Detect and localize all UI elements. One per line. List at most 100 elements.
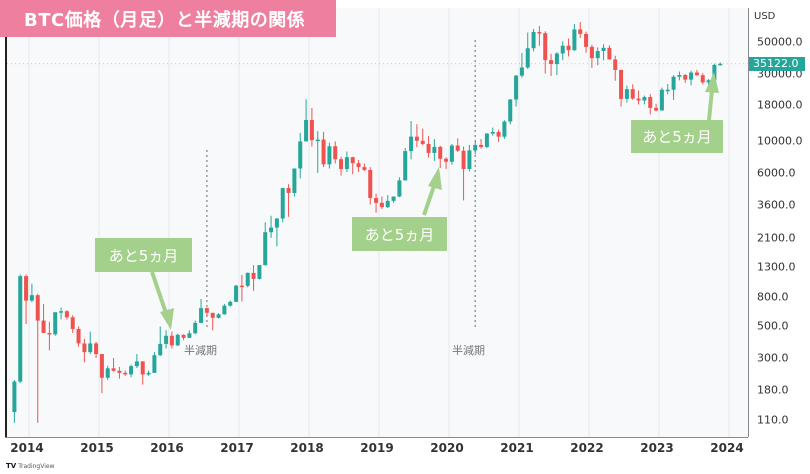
candle-down <box>251 272 256 279</box>
price-tick-label: 3600.0 <box>757 198 796 212</box>
candle-up <box>257 265 262 279</box>
candle-up <box>292 168 297 193</box>
tradingview-logo-icon: TV <box>6 462 17 470</box>
time-tick-label: 2018 <box>290 441 324 455</box>
halving-label-2016: 半減期 <box>184 344 217 357</box>
candle-up <box>298 141 303 169</box>
price-tick-label: 18000.0 <box>757 98 803 112</box>
callout-box-2024: あと5ヵ月 <box>631 120 723 153</box>
price-tick-label: 1300.0 <box>757 260 796 274</box>
candle-down <box>350 157 355 164</box>
candle-up <box>234 285 239 302</box>
candle-down <box>309 119 314 141</box>
candle-up <box>595 51 600 59</box>
candle-up <box>53 312 58 335</box>
price-tick-label: 6000.0 <box>757 166 796 180</box>
candle-down <box>455 145 460 151</box>
time-axis[interactable]: 2014 2015 2016 2017 2018 2019 2020 2021 2022 2023… <box>5 437 748 460</box>
candle-up <box>642 97 647 101</box>
time-tick-label: 2024 <box>710 441 744 455</box>
candle-down <box>479 144 484 147</box>
candle-up <box>18 276 23 382</box>
candle-up <box>665 89 670 92</box>
candle-up <box>105 368 110 378</box>
candle-down <box>111 368 116 371</box>
candle-down <box>537 31 542 34</box>
candle-up <box>164 335 169 344</box>
candle-down <box>379 202 384 208</box>
candle-down <box>117 370 122 373</box>
candle-down <box>420 140 425 144</box>
candle-up <box>449 145 454 162</box>
time-tick-label: 2020 <box>430 441 464 455</box>
time-tick-label: 2014 <box>10 441 44 455</box>
candle-down <box>584 33 589 47</box>
time-tick-label: 2015 <box>80 441 114 455</box>
candle-down <box>444 158 449 162</box>
candle-up <box>193 322 198 334</box>
price-axis[interactable]: USD 50000.0 30000.0 18000.0 10000.0 6000.0 36… <box>748 8 810 437</box>
candle-up <box>199 308 204 323</box>
candle-down <box>683 75 688 80</box>
chart-title-banner: BTC価格（月足）と半減期の関係 <box>0 0 336 37</box>
candle-down <box>607 47 612 60</box>
candle-up <box>59 311 64 313</box>
candle-down <box>286 188 291 193</box>
callout-box-2016: あと5ヵ月 <box>95 238 192 272</box>
candle-up <box>134 361 139 367</box>
candle-down <box>64 311 69 318</box>
candle-down <box>333 146 338 160</box>
candle-up <box>490 131 495 134</box>
candle-down <box>566 45 571 51</box>
candle-up <box>344 157 349 169</box>
candle-up <box>718 63 723 66</box>
candle-up <box>397 180 402 197</box>
candle-up <box>263 232 268 266</box>
candle-up <box>304 119 309 142</box>
candle-down <box>368 169 373 199</box>
last-price-tag: 35122.0 <box>749 56 805 71</box>
halving-label-2020: 半減期 <box>452 344 485 357</box>
candle-down <box>496 131 501 137</box>
candle-down <box>619 69 624 99</box>
time-tick-label: 2019 <box>360 441 394 455</box>
tradingview-watermark[interactable]: TV TradingView <box>6 462 54 470</box>
candle-up <box>560 45 565 54</box>
candle-down <box>362 167 367 170</box>
price-tick-label: 110.0 <box>757 413 789 427</box>
price-tick-label: 2100.0 <box>757 231 796 245</box>
candle-down <box>339 159 344 169</box>
candle-up <box>88 343 93 353</box>
candle-down <box>700 75 705 83</box>
candle-down <box>123 372 128 375</box>
candle-up <box>129 366 134 375</box>
candle-up <box>572 29 577 51</box>
candle-up <box>659 89 664 111</box>
candle-down <box>438 146 443 159</box>
candle-down <box>47 332 52 335</box>
candle-up <box>385 200 390 208</box>
candle-up <box>514 75 519 100</box>
candle-up <box>473 144 478 151</box>
candle-up <box>519 67 524 76</box>
candle-down <box>613 59 618 70</box>
candle-up <box>706 80 711 83</box>
candlestick-plot[interactable] <box>7 8 750 437</box>
candle-down <box>82 343 87 353</box>
candle-down <box>35 295 40 321</box>
candle-down <box>210 312 215 318</box>
candle-up <box>531 31 536 49</box>
candle-down <box>204 308 209 313</box>
candle-up <box>315 139 320 142</box>
candle-down <box>578 29 583 34</box>
candle-up <box>222 305 227 315</box>
candle-up <box>280 188 285 219</box>
candle-down <box>636 98 641 101</box>
candle-up <box>554 53 559 65</box>
candle-down <box>630 89 635 99</box>
candle-down <box>99 354 104 378</box>
chart-area[interactable] <box>5 8 750 437</box>
candle-up <box>228 301 233 306</box>
candle-down <box>94 343 99 355</box>
candle-up <box>269 227 274 233</box>
